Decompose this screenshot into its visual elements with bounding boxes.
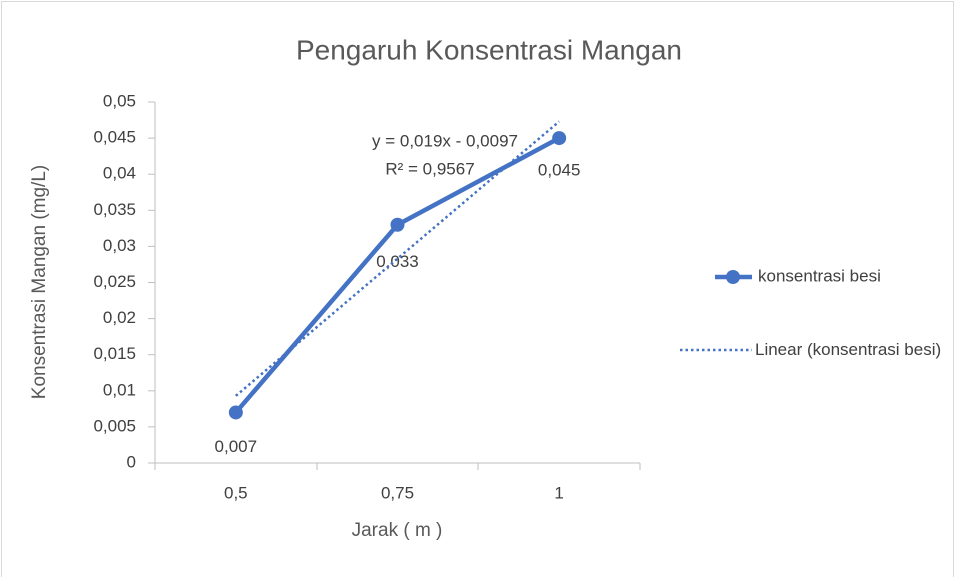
data-label: 0,045 xyxy=(538,161,581,180)
marker xyxy=(228,405,243,420)
marker xyxy=(390,217,405,232)
y-tick-label: 0,02 xyxy=(103,308,136,327)
data-label: 0,033 xyxy=(376,252,419,271)
legend-marker xyxy=(726,270,740,284)
y-tick-label: 0,03 xyxy=(103,236,136,255)
y-tick-label: 0,01 xyxy=(103,380,136,399)
annotation: y = 0,019x - 0,0097 xyxy=(372,131,518,150)
x-tick-label: 0,75 xyxy=(381,483,414,502)
x-tick-label: 0,5 xyxy=(224,483,248,502)
y-tick-label: 0,015 xyxy=(93,344,136,363)
y-tick-label: 0,025 xyxy=(93,272,136,291)
y-tick-label: 0,035 xyxy=(93,200,136,219)
data-label: 0,007 xyxy=(215,437,258,456)
y-tick-label: 0 xyxy=(127,452,136,471)
chart-title: Pengaruh Konsentrasi Mangan xyxy=(296,34,682,65)
legend-label: konsentrasi besi xyxy=(758,266,881,285)
legend-label: Linear (konsentrasi besi) xyxy=(755,340,942,359)
annotation: R² = 0,9567 xyxy=(385,159,474,178)
x-tick-label: 1 xyxy=(554,483,563,502)
y-tick-label: 0,005 xyxy=(93,416,136,435)
trendline xyxy=(235,120,560,397)
y-tick-label: 0,05 xyxy=(103,91,136,110)
marker xyxy=(552,131,567,146)
x-axis-title: Jarak ( m ) xyxy=(352,520,443,541)
y-tick-label: 0,04 xyxy=(103,164,136,183)
y-axis-title: Konsentrasi Mangan (mg/L) xyxy=(29,165,50,399)
y-tick-label: 0,045 xyxy=(93,128,136,147)
